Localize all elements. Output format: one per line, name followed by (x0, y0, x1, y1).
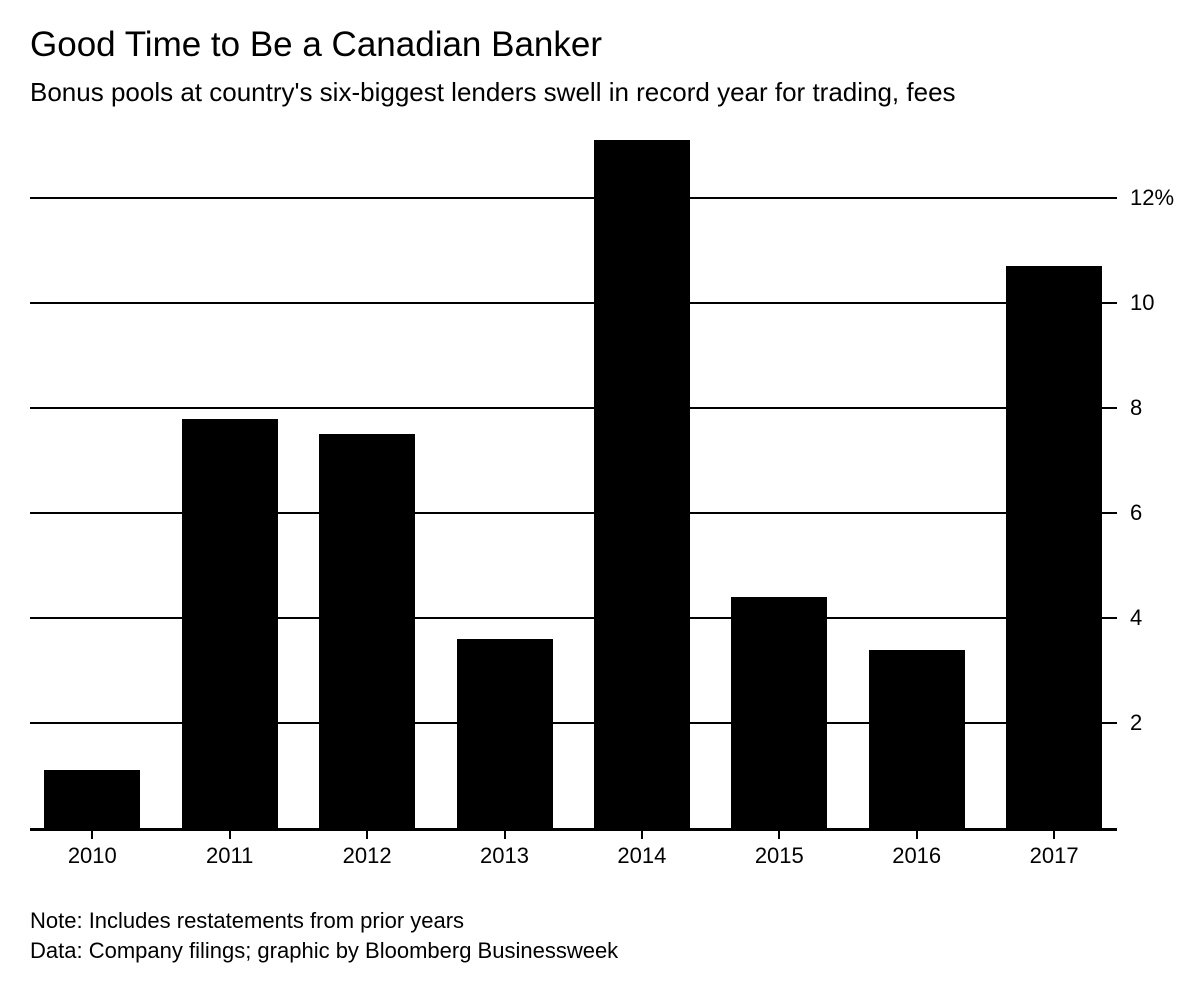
gridline-4 (30, 617, 1117, 619)
bar-2014 (593, 140, 690, 828)
x-tick-2014 (640, 830, 643, 839)
bar-2017 (1006, 266, 1103, 828)
gridline-6 (30, 512, 1117, 514)
gridline-12 (30, 197, 1117, 199)
y-tick-label-8: 8 (1130, 395, 1143, 420)
bar-2015 (731, 597, 828, 828)
x-tick-2015 (778, 830, 781, 839)
x-tick-2010 (91, 830, 94, 839)
bar-2011 (181, 418, 278, 828)
x-label-2017: 2017 (1029, 843, 1079, 868)
y-tick-label-12: 12% (1130, 185, 1175, 210)
x-label-2015: 2015 (754, 843, 804, 868)
x-label-2013: 2013 (480, 843, 529, 868)
x-tick-2013 (503, 830, 506, 839)
x-label-2014: 2014 (617, 843, 667, 868)
chart-title: Good Time to Be a Canadian Banker (30, 25, 603, 64)
y-tick-label-6: 6 (1130, 500, 1143, 525)
x-label-2011: 2011 (206, 843, 254, 868)
source-line: Data: Company filings; graphic by Bloomb… (30, 938, 619, 963)
y-tick-label-10: 10 (1130, 290, 1155, 315)
plot-area (30, 140, 1117, 828)
chart-subtitle: Bonus pools at country's six-biggest len… (30, 77, 956, 107)
x-label-2010: 2010 (67, 843, 117, 868)
y-tick-label-4: 4 (1130, 605, 1143, 630)
x-tick-2017 (1053, 830, 1056, 839)
gridline-8 (30, 407, 1117, 409)
bar-2016 (868, 649, 965, 828)
x-tick-2016 (915, 830, 918, 839)
x-tick-2011 (228, 830, 231, 839)
x-tick-2012 (366, 830, 369, 839)
chart-footer: Note: Includes restatements from prior y… (30, 906, 618, 966)
y-tick-label-2: 2 (1130, 710, 1143, 735)
x-axis-baseline (30, 828, 1117, 831)
bar-2013 (456, 639, 553, 828)
bar-2010 (44, 770, 141, 828)
bar-2012 (319, 434, 416, 828)
footnote: Note: Includes restatements from prior y… (30, 908, 465, 933)
gridline-2 (30, 722, 1117, 724)
x-label-2012: 2012 (342, 843, 392, 868)
gridline-10 (30, 302, 1117, 304)
x-label-2016: 2016 (892, 843, 942, 868)
